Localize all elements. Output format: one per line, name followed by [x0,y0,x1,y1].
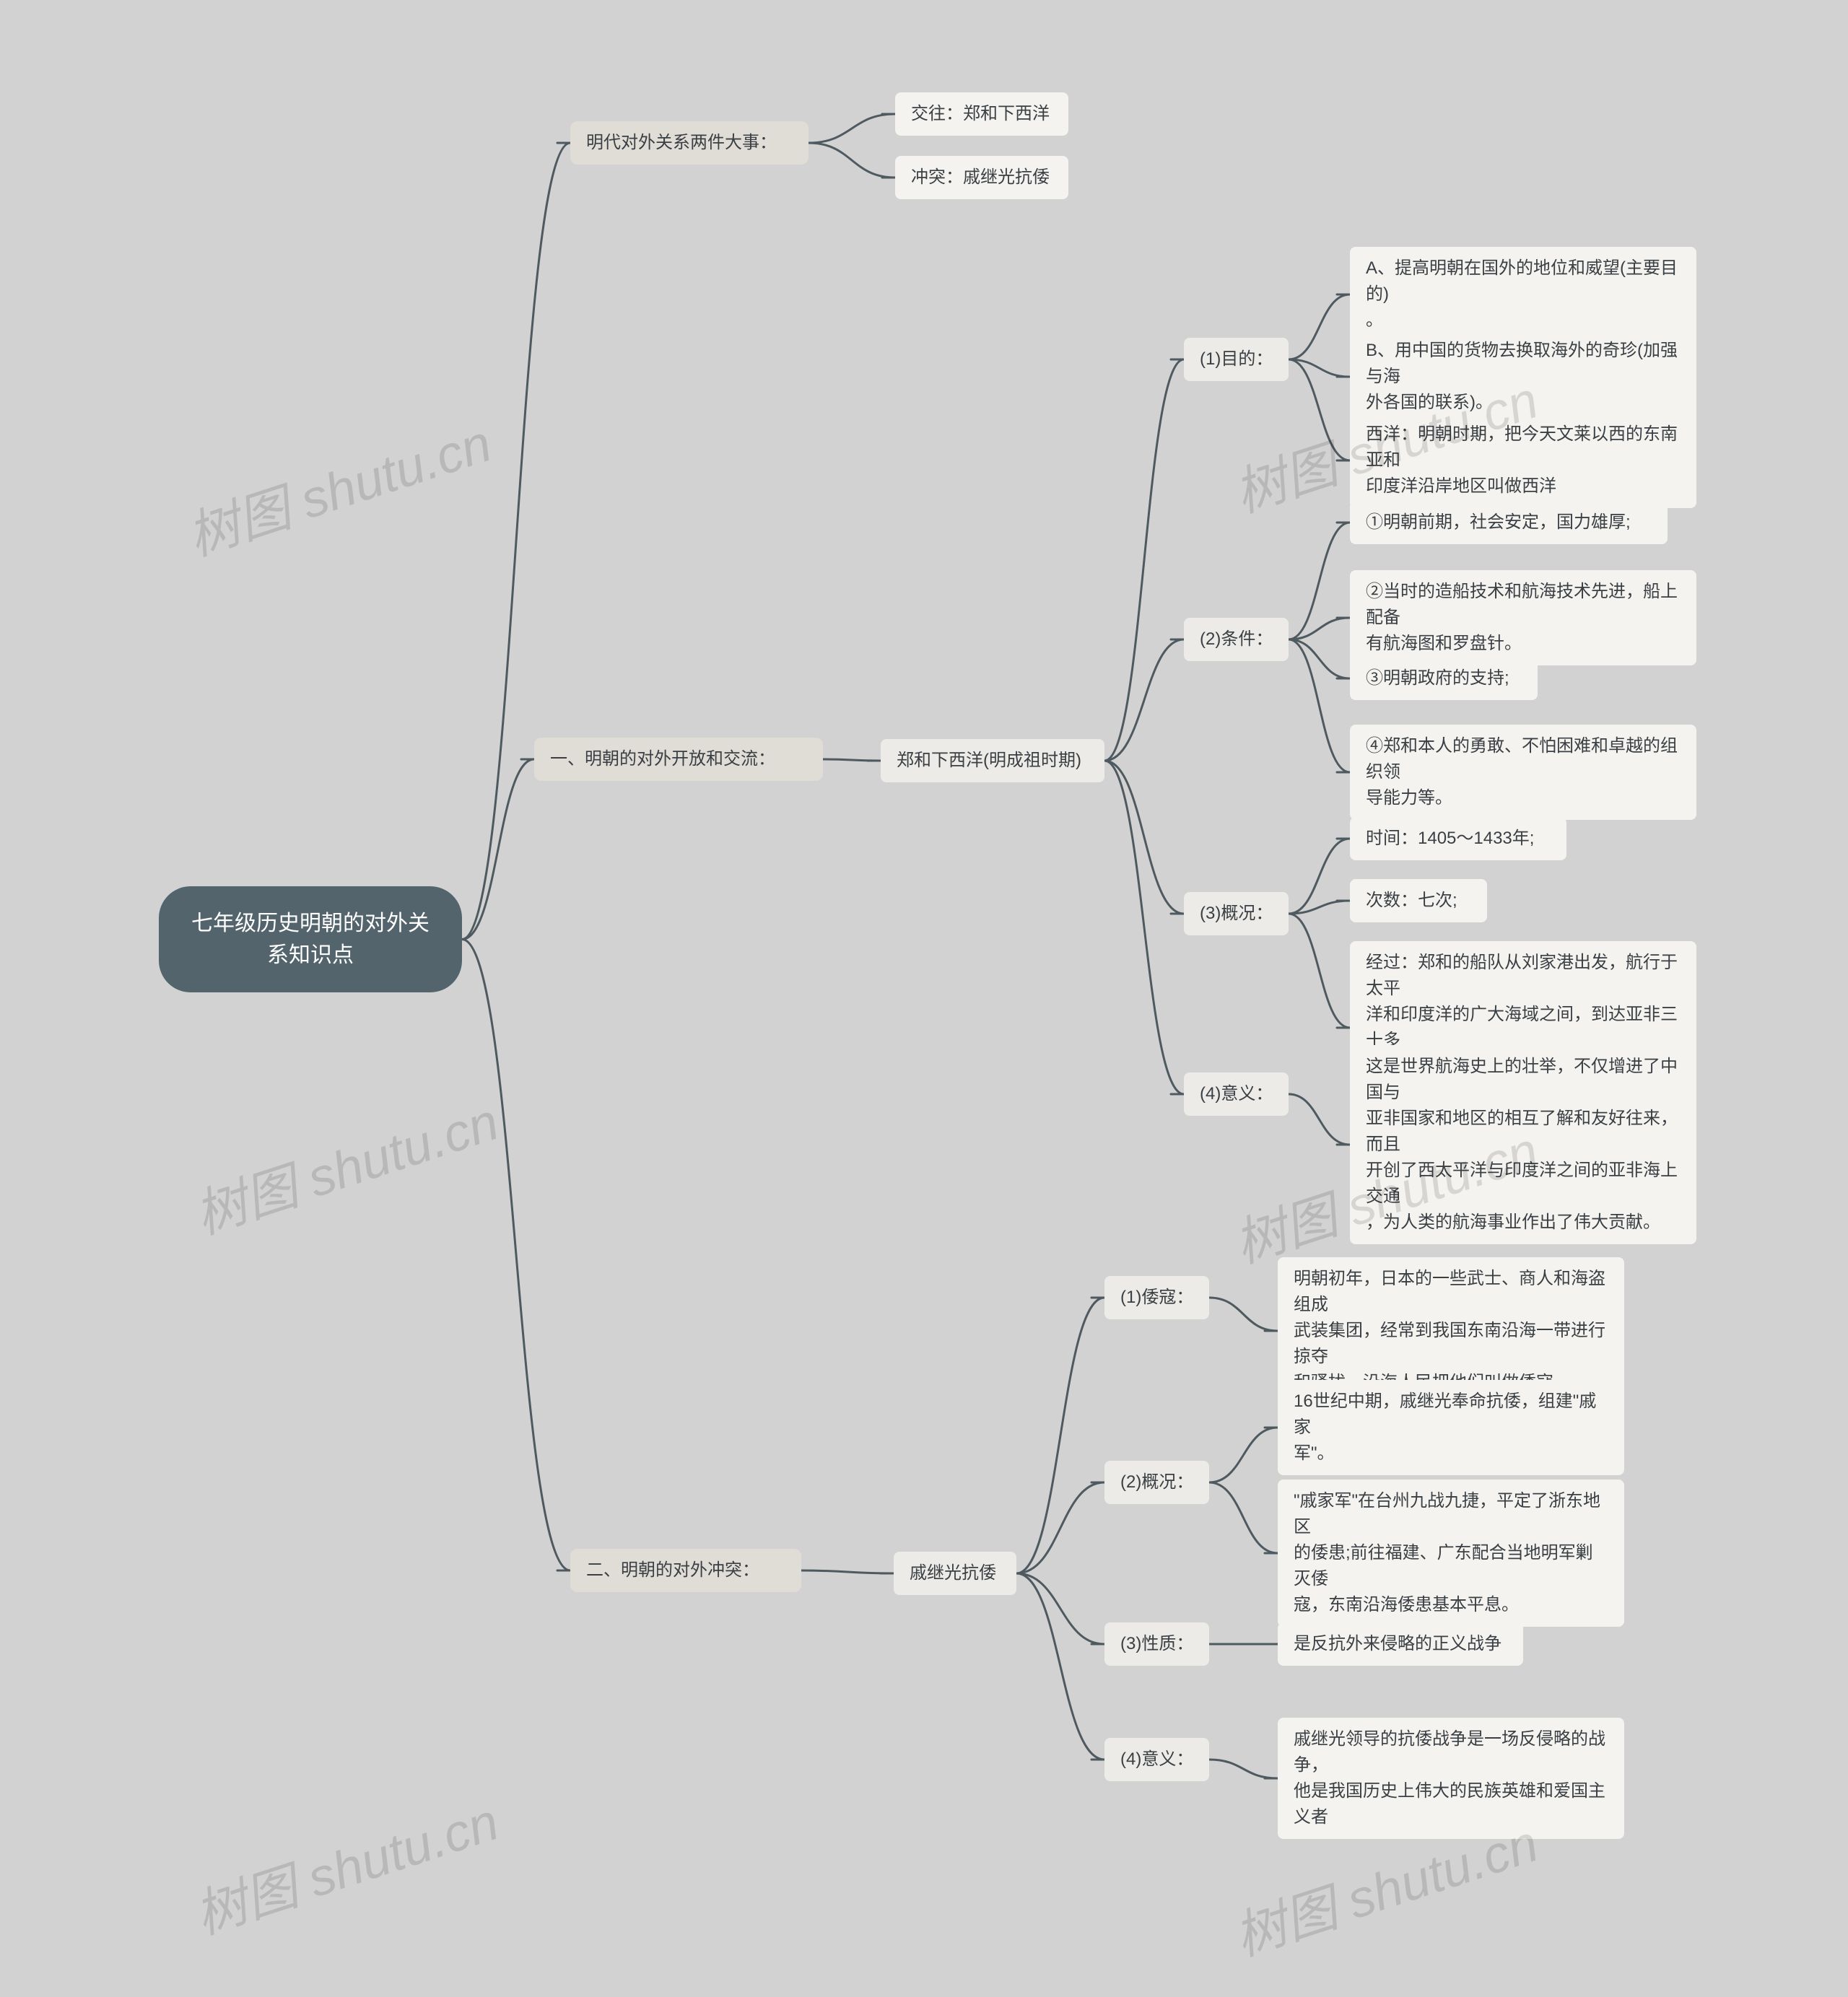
node-b1a3: (3)概况： [1184,892,1289,935]
node-b1a2b: ②当时的造船技术和航海技术先进，船上配备有航海图和罗盘针。 [1350,570,1696,665]
node-b1a3a: 时间：1405～1433年; [1350,817,1566,860]
node-b0: 明代对外关系两件大事： [570,121,808,165]
node-b2a4a: 戚继光领导的抗倭战争是一场反侵略的战争，他是我国历史上伟大的民族英雄和爱国主义者 [1278,1718,1624,1839]
watermark: 树图 shutu.cn [183,1079,506,1249]
node-b2a3: (3)性质： [1104,1622,1209,1666]
node-b1a4a: 这是世界航海史上的壮举，不仅增进了中国与亚非国家和地区的相互了解和友好往来，而且… [1350,1045,1696,1244]
node-b0a: 交往：郑和下西洋 [895,92,1068,136]
node-b1: 一、明朝的对外开放和交流： [534,738,823,781]
node-b2a4: (4)意义： [1104,1738,1209,1781]
node-b2: 二、明朝的对外冲突： [570,1549,801,1592]
node-b2a2: (2)概况： [1104,1461,1209,1504]
node-b1a1c: 西洋：明朝时期，把今天文莱以西的东南亚和印度洋沿岸地区叫做西洋 [1350,413,1696,508]
node-b2a2a: 16世纪中期，戚继光奉命抗倭，组建"戚家军"。 [1278,1380,1624,1475]
node-b1a1a: A、提高明朝在国外的地位和威望(主要目的)。 [1350,247,1696,342]
node-b1a: 郑和下西洋(明成祖时期) [881,739,1104,782]
node-b2a1: (1)倭寇： [1104,1276,1209,1319]
node-b1a1: (1)目的： [1184,338,1289,381]
watermark: 树图 shutu.cn [176,401,499,570]
node-b1a1b: B、用中国的货物去换取海外的奇珍(加强与海外各国的联系)。 [1350,329,1696,424]
node-b1a2a: ①明朝前期，社会安定，国力雄厚; [1350,501,1668,544]
node-b2a3a: 是反抗外来侵略的正义战争 [1278,1622,1523,1666]
node-b1a2d: ④郑和本人的勇敢、不怕困难和卓越的组织领导能力等。 [1350,725,1696,820]
node-b1a3b: 次数：七次; [1350,879,1487,922]
node-b2a: 戚继光抗倭 [894,1552,1016,1595]
node-root: 七年级历史明朝的对外关系知识点 [159,886,462,992]
node-b1a4: (4)意义： [1184,1072,1289,1116]
node-b1a2c: ③明朝政府的支持; [1350,657,1538,700]
node-b1a2: (2)条件： [1184,618,1289,661]
watermark: 树图 shutu.cn [183,1779,506,1949]
node-b0b: 冲突：戚继光抗倭 [895,156,1068,199]
mindmap-canvas: 七年级历史明朝的对外关系知识点 明代对外关系两件大事： 交往：郑和下西洋冲突：戚继光… [0,0,1848,1997]
node-b2a2b: "戚家军"在台州九战九捷，平定了浙东地区的倭患;前往福建、广东配合当地明军剿灭倭… [1278,1480,1624,1627]
